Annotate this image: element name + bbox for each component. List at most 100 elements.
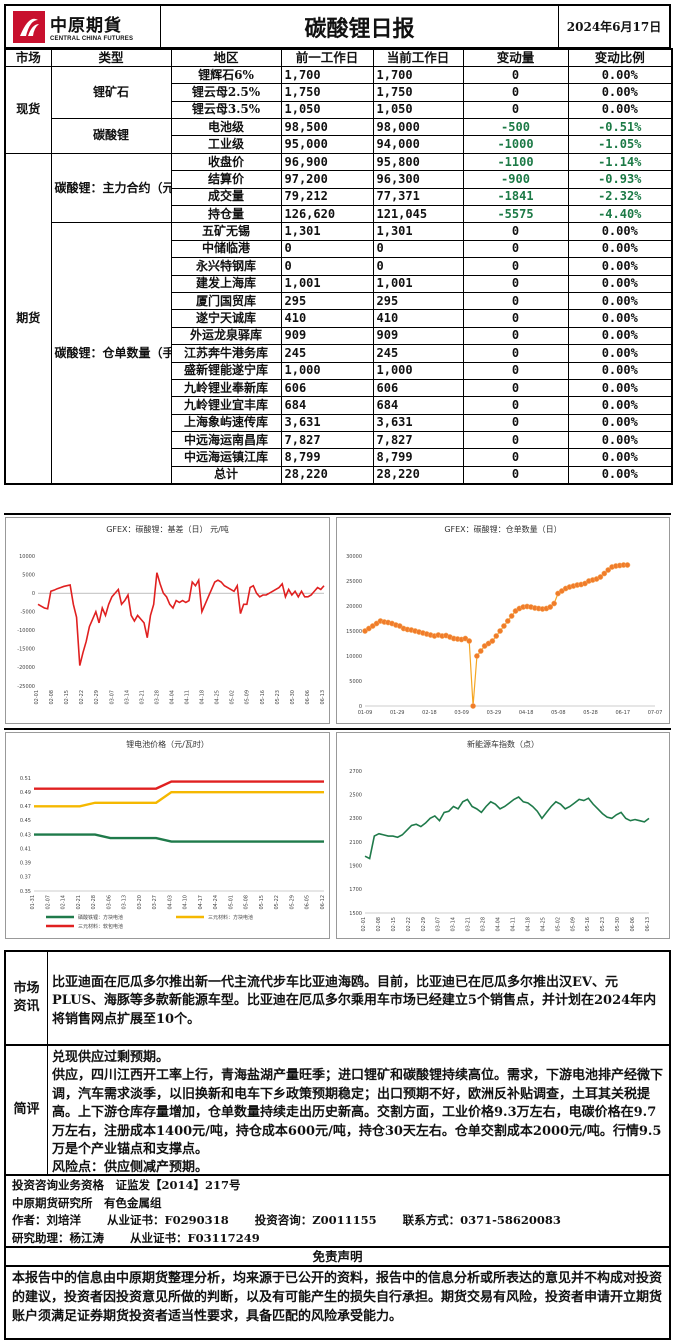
x-tick-label: 06-06 bbox=[630, 917, 636, 932]
data-point bbox=[501, 623, 507, 629]
cur-value-cell: 96,300 bbox=[372, 170, 464, 189]
table-row: 期货碳酸锂：主力合约（元/吨）收盘价96,90095,800-1100-1.14… bbox=[4, 152, 673, 485]
review-label: 简评 bbox=[6, 1046, 48, 1174]
report-header: 中原期貨 CENTRAL CHINA FUTURES 碳酸锂日报 2024年6月… bbox=[4, 4, 671, 48]
x-tick-label: 04-04 bbox=[169, 690, 175, 705]
change-cell: 0 bbox=[462, 309, 569, 328]
table-row: 遂宁天诚库 410 410 0 0.00% bbox=[5, 309, 673, 328]
region-cell: 永兴特钢库 bbox=[170, 257, 282, 276]
region-cell: 九岭锂业宜丰库 bbox=[170, 396, 282, 415]
y-tick-label: 0.47 bbox=[20, 804, 31, 810]
change-cell: 0 bbox=[462, 100, 569, 120]
region-cell: 厦门国贸库 bbox=[170, 291, 282, 311]
x-tick-label: 03-14 bbox=[124, 690, 130, 705]
change-pct-cell: 0.00% bbox=[567, 344, 673, 363]
data-point bbox=[470, 703, 476, 709]
review-section: 简评 兑现供应过剩预期。 供应，四川江西开工率上行，青海盐湖产量旺季；进口锂矿和… bbox=[4, 1046, 671, 1176]
region-cell: 锂云母2.5% bbox=[170, 83, 282, 102]
author: 作者：刘培洋 bbox=[12, 1213, 81, 1227]
data-point bbox=[466, 638, 473, 644]
region-cell: 锂辉石6% bbox=[170, 65, 282, 85]
x-tick-label: 02-01 bbox=[361, 917, 367, 932]
x-tick-label: 03-28 bbox=[481, 917, 487, 932]
y-tick-label: 1700 bbox=[349, 887, 362, 893]
contact: 联系方式：0371-58620083 bbox=[402, 1213, 561, 1227]
cur-value-cell: 98,000 bbox=[372, 118, 464, 137]
col-change-pct: 变动比例 bbox=[567, 48, 673, 67]
prev-value-cell: 0 bbox=[280, 239, 374, 259]
change-cell: -1100 bbox=[462, 152, 569, 172]
series-line bbox=[34, 833, 324, 843]
prev-value-cell: 1,301 bbox=[280, 222, 374, 241]
x-tick-label: 03-06 bbox=[106, 895, 112, 910]
change-pct-cell: 0.00% bbox=[567, 100, 673, 120]
divider bbox=[4, 728, 671, 730]
x-tick-label: 02-29 bbox=[94, 690, 100, 705]
change-cell: 0 bbox=[462, 378, 569, 398]
y-tick-label: 2100 bbox=[349, 840, 362, 846]
region-cell: 江苏奔牛港务库 bbox=[170, 344, 282, 363]
prev-value-cell: 28,220 bbox=[280, 465, 374, 485]
region-cell: 建发上海库 bbox=[170, 274, 282, 293]
x-tick-label: 06-12 bbox=[320, 895, 326, 910]
x-tick-label: 03-07 bbox=[109, 690, 115, 705]
prev-value-cell: 410 bbox=[280, 309, 374, 328]
prev-value-cell: 79,212 bbox=[280, 187, 374, 207]
y-tick-label: 10000 bbox=[346, 654, 362, 660]
review-p3: 风险点：供应侧减产预期。 bbox=[52, 1160, 209, 1176]
basis-chart-svg: GFEX：碳酸锂：基差（日） 元/吨 10000 5000 0 -5000 -10000 -… bbox=[17, 524, 326, 705]
type-cell: 锂矿石 bbox=[50, 65, 172, 120]
table-row: 工业级 95,000 94,000 -1000 -1.05% bbox=[5, 135, 673, 154]
data-point bbox=[474, 653, 480, 659]
x-tick-label: 06-06 bbox=[305, 690, 311, 705]
x-tick-label: 03-09 bbox=[454, 710, 469, 716]
x-tick-label: 05-01 bbox=[228, 895, 234, 910]
region-cell: 持仓量 bbox=[170, 205, 282, 224]
prev-value-cell: 126,620 bbox=[280, 205, 374, 224]
change-pct-cell: -0.93% bbox=[567, 170, 673, 189]
col-region: 地区 bbox=[170, 48, 282, 67]
y-tick-label: -10000 bbox=[17, 628, 35, 634]
y-tick-label: 0 bbox=[32, 591, 35, 597]
data-point bbox=[605, 567, 612, 573]
cur-value-cell: 909 bbox=[372, 326, 464, 346]
series-line bbox=[364, 796, 650, 860]
change-pct-cell: -2.32% bbox=[567, 187, 673, 207]
y-tick-label: 20000 bbox=[346, 604, 362, 610]
table-row: 总计 28,220 28,220 0 0.00% bbox=[5, 465, 673, 485]
x-tick-label: 06-13 bbox=[645, 917, 651, 932]
divider bbox=[4, 513, 671, 515]
institute: 中原期货研究所 有色金属组 bbox=[12, 1195, 162, 1210]
x-tick-label: 01-09 bbox=[358, 710, 373, 716]
battery-price-chart: 锂电池价格（元/瓦时） 0.51 0.49 0.47 0.45 0.43 0.41 0.39 0… bbox=[5, 732, 330, 939]
chart-title: GFEX：碳酸锂：基差（日） 元/吨 bbox=[106, 524, 229, 534]
cur-value-cell: 0 bbox=[372, 239, 464, 259]
table-row: 永兴特钢库 0 0 0 0.00% bbox=[5, 257, 673, 276]
change-cell: 0 bbox=[462, 83, 569, 102]
legend-label: 三元材料：软包电池 bbox=[78, 923, 123, 930]
x-tick-label: 04-18 bbox=[200, 690, 206, 705]
table-row: 九岭锂业奉新库 606 606 0 0.00% bbox=[5, 378, 673, 398]
x-tick-label: 04-25 bbox=[215, 690, 221, 705]
prev-value-cell: 245 bbox=[280, 344, 374, 363]
cur-value-cell: 7,827 bbox=[372, 431, 464, 450]
y-tick-label: 0.43 bbox=[20, 832, 31, 838]
author-info: 投资咨询业务资格 证监发【2014】217号 中原期货研究所 有色金属组 作者：… bbox=[4, 1176, 671, 1248]
x-tick-label: 05-30 bbox=[615, 917, 621, 932]
x-tick-label: 02-07 bbox=[45, 895, 51, 910]
prev-value-cell: 606 bbox=[280, 378, 374, 398]
x-tick-label: 04-24 bbox=[213, 895, 219, 910]
change-cell: -5575 bbox=[462, 205, 569, 224]
table-row: 盛新锂能遂宁库 1,000 1,000 0 0.00% bbox=[5, 361, 673, 380]
prev-value-cell: 98,500 bbox=[280, 118, 374, 137]
region-cell: 收盘价 bbox=[170, 152, 282, 172]
change-pct-cell: 0.00% bbox=[567, 448, 673, 467]
change-cell: -1000 bbox=[462, 135, 569, 154]
prev-value-cell: 1,050 bbox=[280, 100, 374, 120]
table-row: 厦门国贸库 295 295 0 0.00% bbox=[5, 291, 673, 311]
chart-title: 新能源车指数（点） bbox=[467, 739, 539, 749]
x-tick-label: 04-04 bbox=[496, 917, 502, 932]
table-row: 上海象屿速传库 3,631 3,631 0 0.00% bbox=[5, 413, 673, 433]
data-point bbox=[601, 570, 608, 577]
y-tick-label: 0.51 bbox=[20, 776, 31, 782]
